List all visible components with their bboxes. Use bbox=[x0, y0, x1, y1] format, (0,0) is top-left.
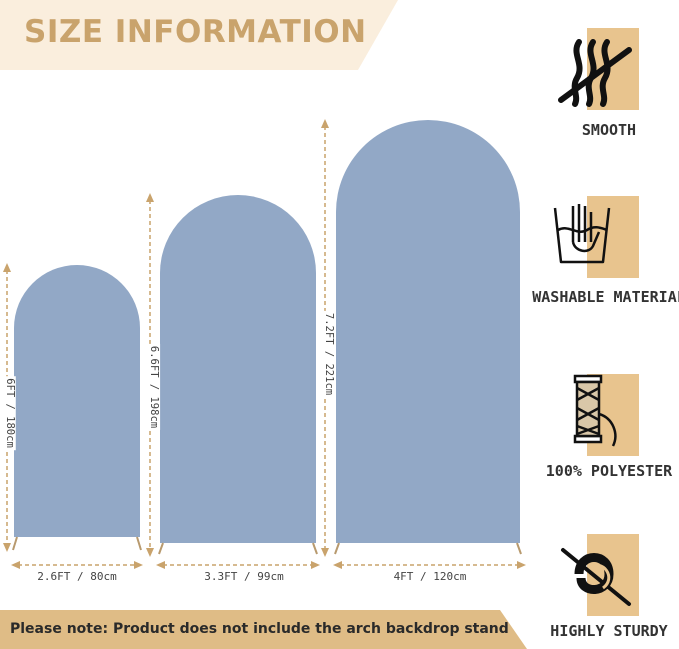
page-title: SIZE INFORMATION bbox=[24, 14, 367, 50]
note-text: Please note: Product does not include th… bbox=[10, 621, 509, 637]
arch-large-height-label: 7.2FT / 221cm bbox=[323, 310, 336, 398]
note-bar-shape bbox=[0, 610, 527, 649]
arch-medium-width-label: 3.3FT / 99cm bbox=[196, 570, 292, 583]
sturdy-knot-icon bbox=[561, 548, 631, 606]
arch-small-width-label: 2.6FT / 80cm bbox=[32, 570, 122, 583]
feature-label: SMOOTH bbox=[581, 121, 637, 139]
feature-label: WASHABLE MATERIAL bbox=[532, 288, 679, 306]
feature-smooth: SMOOTH bbox=[529, 28, 679, 148]
arch-medium bbox=[158, 195, 318, 555]
polyester-thread-icon bbox=[573, 374, 617, 447]
arch-large bbox=[334, 120, 522, 555]
feature-polyester: 100% POLYESTER bbox=[529, 374, 679, 484]
feature-label: HIGHLY STURDY bbox=[550, 622, 668, 640]
arch-small-height-label: 6FT / 180cm bbox=[3, 376, 16, 450]
arch-illustration: 6FT / 180cm 6.6FT / 198cm 7.2FT / 221cm … bbox=[3, 119, 526, 583]
banner-shape bbox=[0, 0, 398, 70]
washable-icon bbox=[553, 204, 611, 264]
arch-large-width-label: 4FT / 120cm bbox=[382, 570, 478, 583]
feature-label: 100% POLYESTER bbox=[545, 462, 673, 480]
note-bar: Please note: Product does not include th… bbox=[0, 610, 527, 649]
header-banner: SIZE INFORMATION bbox=[0, 0, 398, 70]
feature-sturdy: HIGHLY STURDY bbox=[529, 534, 679, 644]
smooth-icon bbox=[558, 39, 632, 107]
arch-small bbox=[12, 265, 142, 551]
arch-medium-height-label: 6.6FT / 198cm bbox=[148, 343, 161, 431]
feature-washable: WASHABLE MATERIAL bbox=[529, 196, 679, 311]
arch-drawing bbox=[3, 119, 526, 569]
